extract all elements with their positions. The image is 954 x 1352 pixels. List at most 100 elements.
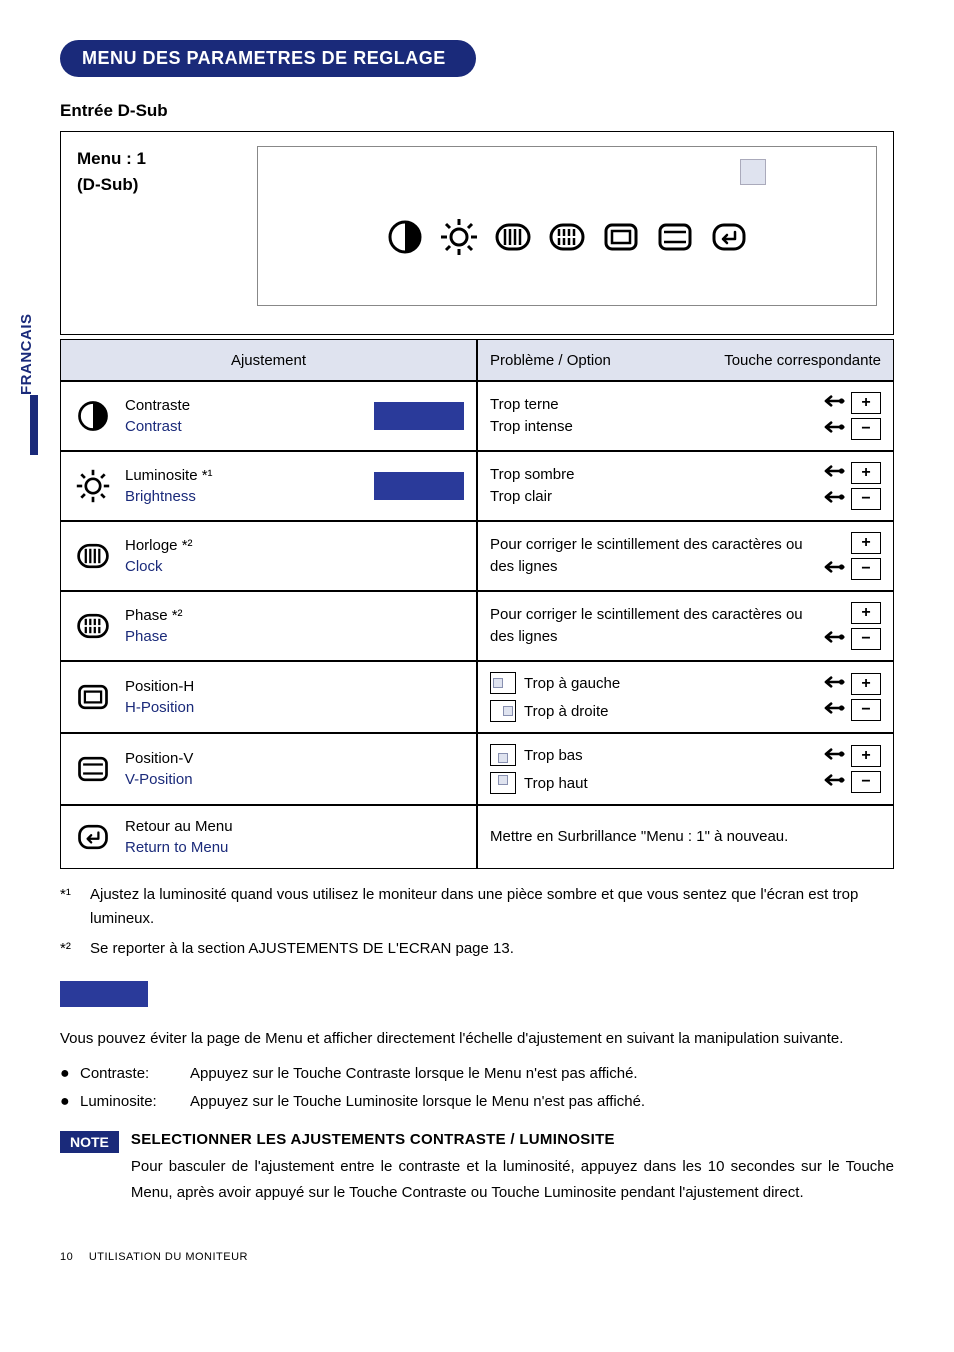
table-row-left: Luminosite *¹Brightness (60, 451, 477, 521)
table-row-left: Position-VV-Position (60, 733, 477, 805)
vpos-icon (655, 217, 695, 257)
table-row-right: Pour corriger le scintillement des carac… (477, 521, 894, 591)
osd-icon-row (385, 217, 749, 257)
key-minus[interactable]: − (851, 418, 881, 440)
adj-label-fr: Phase *² (125, 605, 464, 626)
hand-icon (819, 489, 845, 509)
screen-indicator (490, 672, 516, 694)
table-row-right: Trop à gauche Trop à droite + − (477, 661, 894, 733)
hand-icon (819, 419, 845, 439)
level-bar (374, 402, 464, 430)
problem-text: Mettre en Surbrillance "Menu : 1" à nouv… (490, 826, 881, 849)
bullet-0-text: Appuyez sur le Touche Contraste lorsque … (190, 1060, 638, 1089)
problem-line: Trop haut (524, 775, 588, 792)
header-right-b: Touche correspondante (724, 352, 881, 369)
adj-label-en: Return to Menu (125, 837, 464, 858)
table-header-left: Ajustement (60, 339, 477, 381)
language-side-tab: FRANCAIS (18, 314, 35, 396)
language-side-bar (30, 395, 38, 455)
adj-label-en: Contrast (125, 416, 362, 437)
table-row-left: Retour au MenuReturn to Menu (60, 805, 477, 869)
section-subtitle: Entrée D-Sub (60, 101, 894, 121)
key-plus[interactable]: + (851, 673, 881, 695)
screen-indicator (490, 772, 516, 794)
table-row-left: Horloge *²Clock (60, 521, 477, 591)
clock-icon (73, 538, 113, 574)
key-plus[interactable]: + (851, 462, 881, 484)
key-minus[interactable]: − (851, 699, 881, 721)
adj-label-fr: Contraste (125, 395, 362, 416)
vpos-icon (73, 751, 113, 787)
header-left-text: Ajustement (231, 352, 306, 369)
table-row-left: Phase *²Phase (60, 591, 477, 661)
key-minus[interactable]: − (851, 771, 881, 793)
bullet-dot-icon: ● (60, 1060, 70, 1089)
hand-icon (819, 559, 845, 579)
key-minus[interactable]: − (851, 558, 881, 580)
table-row-right: Trop terneTrop intense+− (477, 381, 894, 451)
hand-icon (819, 463, 845, 483)
problem-line: Trop sombre (490, 464, 811, 487)
problem-line: Trop à gauche (524, 675, 620, 692)
hpos-icon (73, 679, 113, 715)
hand-icon (819, 700, 845, 720)
problem-line: Trop terne (490, 394, 811, 417)
note-title: SELECTIONNER LES AJUSTEMENTS CONTRASTE /… (131, 1131, 894, 1148)
footnote-2-marker: *² (60, 937, 82, 961)
hand-icon (819, 772, 845, 792)
table-row-left: Position-HH-Position (60, 661, 477, 733)
problem-line: Trop à droite (524, 703, 609, 720)
note-block: NOTE SELECTIONNER LES AJUSTEMENTS CONTRA… (60, 1131, 894, 1211)
adj-label-fr: Position-H (125, 676, 464, 697)
adjustment-table: Ajustement Problème / Option Touche corr… (60, 339, 894, 869)
direct-badge (60, 981, 148, 1007)
level-bar (374, 472, 464, 500)
footnote-1-text: Ajustez la luminosité quand vous utilise… (90, 883, 894, 931)
adj-label-fr: Position-V (125, 748, 464, 769)
key-plus[interactable]: + (851, 532, 881, 554)
footnotes: *¹ Ajustez la luminosité quand vous util… (60, 883, 894, 961)
brightness-icon (73, 468, 113, 504)
phase-icon (73, 608, 113, 644)
header-right-a: Problème / Option (490, 352, 611, 369)
bullet-1-label: Luminosite: (80, 1088, 180, 1117)
osd-menu-line1: Menu : 1 (77, 149, 146, 168)
table-row-right: Trop sombreTrop clair + − (477, 451, 894, 521)
contrast-icon (73, 398, 113, 434)
hand-icon (819, 629, 845, 649)
footnote-1-marker: *¹ (60, 883, 82, 931)
contrast-icon (385, 217, 425, 257)
problem-text: Pour corriger le scintillement des carac… (490, 604, 811, 649)
osd-menu-line2: (D-Sub) (77, 175, 138, 194)
hpos-icon (601, 217, 641, 257)
osd-indicator-square (740, 159, 766, 185)
adj-label-en: Phase (125, 626, 464, 647)
brightness-icon (439, 217, 479, 257)
bullet-dot-icon: ● (60, 1088, 70, 1117)
table-row-right: Mettre en Surbrillance "Menu : 1" à nouv… (477, 805, 894, 869)
osd-screen-visual (257, 146, 877, 306)
screen-indicator (490, 700, 516, 722)
clock-icon (493, 217, 533, 257)
hand-icon (819, 746, 845, 766)
table-row-left: ContrasteContrast (60, 381, 477, 451)
problem-line: Trop bas (524, 747, 583, 764)
note-body-text: Pour basculer de l'ajustement entre le c… (131, 1154, 894, 1205)
page-footer: 10 UTILISATION DU MONITEUR (60, 1251, 894, 1263)
problem-line: Trop clair (490, 486, 811, 509)
key-minus[interactable]: − (851, 628, 881, 650)
screen-indicator (490, 744, 516, 766)
bullet-1-text: Appuyez sur le Touche Luminosite lorsque… (190, 1088, 645, 1117)
section-title: MENU DES PARAMETRES DE REGLAGE (60, 40, 476, 77)
note-badge: NOTE (60, 1131, 119, 1153)
hand-icon (819, 393, 845, 413)
key-plus[interactable]: + (851, 392, 881, 414)
problem-text: Pour corriger le scintillement des carac… (490, 534, 811, 579)
table-header-right: Problème / Option Touche correspondante (477, 339, 894, 381)
key-minus[interactable]: − (851, 488, 881, 510)
key-plus[interactable]: + (851, 745, 881, 767)
key-plus[interactable]: + (851, 602, 881, 624)
bullet-0-label: Contraste: (80, 1060, 180, 1089)
adj-label-en: Brightness (125, 486, 362, 507)
adj-label-fr: Horloge *² (125, 535, 464, 556)
